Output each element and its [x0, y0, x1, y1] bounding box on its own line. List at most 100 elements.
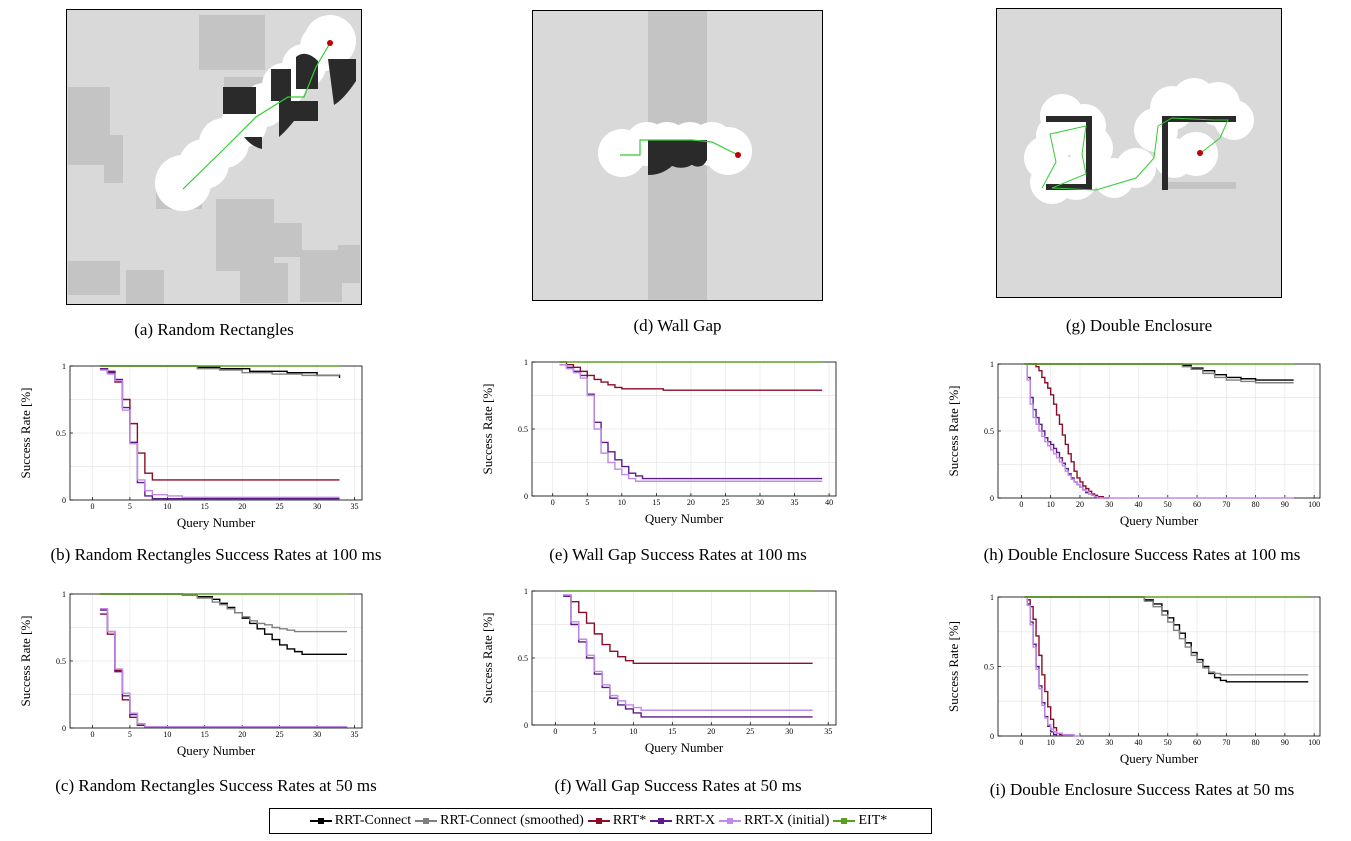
- legend-label: RRT-X: [675, 813, 716, 828]
- x-tick-label: 25: [276, 502, 284, 511]
- x-tick-label: 70: [1222, 500, 1230, 509]
- x-tick-label: 100: [1308, 500, 1320, 509]
- series-line-rrt-x: [563, 595, 813, 718]
- caption-b: (b) Random Rectangles Success Rates at 1…: [50, 545, 382, 564]
- x-tick-label: 25: [746, 727, 754, 736]
- x-tick-label: 5: [592, 727, 596, 736]
- y-tick-label: 1: [524, 358, 528, 367]
- series-line-rrt-x-initial: [1024, 363, 1294, 499]
- x-tick-label: 0: [90, 730, 94, 739]
- y-tick-label: 0: [990, 732, 994, 741]
- legend-item: RRT-Connect (smoothed): [415, 813, 584, 829]
- x-tick-label: 0: [90, 502, 94, 511]
- legend-item: EIT*: [833, 813, 887, 829]
- legend-swatch: [650, 818, 673, 824]
- chart-i: 0 10 20 30 40 50 60 70 80 90 100 0 0.5 1 Query Number S…: [938, 593, 1328, 768]
- x-tick-label: 15: [201, 730, 209, 739]
- x-tick-label: 50: [1164, 738, 1172, 747]
- x-tick-label: 25: [276, 730, 284, 739]
- caption-i: (i) Double Enclosure Success Rates at 50…: [989, 780, 1295, 799]
- legend-swatch: [415, 818, 438, 824]
- x-tick-label: 10: [1047, 500, 1055, 509]
- y-axis-label: Success Rate [%]: [18, 388, 33, 479]
- legend: RRT-Connect RRT-Connect (smoothed) RRT* …: [269, 808, 932, 834]
- legend-label: RRT-Connect: [334, 813, 412, 828]
- legend-label: EIT*: [858, 813, 888, 828]
- series-line-rrt-connect: [1024, 596, 1309, 683]
- y-tick-label: 1: [62, 362, 66, 371]
- x-tick-label: 15: [652, 498, 660, 507]
- series-line-rrt-x-initial: [559, 363, 823, 482]
- x-tick-label: 30: [785, 727, 793, 736]
- y-axis-label: Success Rate [%]: [480, 613, 495, 704]
- x-tick-label: 10: [618, 498, 626, 507]
- series-line-rrt-connect: [1024, 363, 1294, 381]
- x-tick-label: 20: [238, 730, 246, 739]
- caption-e: (e) Wall Gap Success Rates at 100 ms: [549, 545, 807, 564]
- y-tick-label: 1: [524, 587, 528, 596]
- caption-a: (a) Random Rectangles: [134, 320, 294, 339]
- series-line-rrt-connect-smoothed: [99, 365, 340, 377]
- legend-swatch: [309, 818, 332, 824]
- x-axis-label: Query Number: [177, 515, 256, 530]
- x-tick-label: 100: [1308, 738, 1320, 747]
- env-random-rectangles: [66, 9, 362, 305]
- y-axis-label: Success Rate [%]: [946, 386, 961, 477]
- x-tick-label: 80: [1252, 500, 1260, 509]
- legend-item: RRT-X: [650, 813, 715, 829]
- x-axis-label: Query Number: [645, 740, 724, 755]
- x-tick-label: 10: [1047, 738, 1055, 747]
- legend-item: RRT-X (initial): [719, 813, 829, 829]
- x-tick-label: 50: [1164, 500, 1172, 509]
- x-tick-label: 30: [313, 502, 321, 511]
- x-tick-label: 20: [1076, 500, 1084, 509]
- caption-h: (h) Double Enclosure Success Rates at 10…: [983, 545, 1301, 564]
- x-tick-label: 15: [668, 727, 676, 736]
- x-tick-label: 40: [825, 498, 833, 507]
- series-line-rrt-connect-smoothed: [1024, 596, 1309, 676]
- y-tick-label: 0: [990, 494, 994, 503]
- y-tick-label: 0.5: [518, 425, 528, 434]
- caption-f: (f) Wall Gap Success Rates at 50 ms: [554, 776, 802, 795]
- x-tick-label: 60: [1193, 738, 1201, 747]
- x-tick-label: 0: [1019, 500, 1023, 509]
- x-tick-label: 20: [1076, 738, 1084, 747]
- series-line-rrt-x: [99, 367, 340, 500]
- x-tick-label: 0: [553, 727, 557, 736]
- x-tick-label: 40: [1135, 738, 1143, 747]
- caption-g: (g) Double Enclosure: [1065, 316, 1213, 335]
- y-tick-label: 1: [990, 360, 994, 369]
- series-line-rrt: [559, 361, 823, 391]
- series-line-rrt-x-initial: [99, 608, 348, 728]
- legend-item: RRT-Connect: [309, 813, 412, 829]
- legend-label: RRT-X (initial): [744, 813, 830, 828]
- x-axis-label: Query Number: [1120, 751, 1199, 766]
- x-tick-label: 90: [1281, 738, 1289, 747]
- x-tick-label: 35: [351, 502, 359, 511]
- x-tick-label: 20: [687, 498, 695, 507]
- series-line-rrt-connect: [99, 593, 348, 655]
- x-tick-label: 10: [163, 502, 171, 511]
- env-double-enclosure: [996, 8, 1282, 298]
- y-tick-label: 0.5: [56, 657, 66, 666]
- series-line-rrt-connect-smoothed: [1024, 363, 1294, 384]
- x-tick-label: 80: [1252, 738, 1260, 747]
- x-tick-label: 40: [1135, 500, 1143, 509]
- chart-e: 0 5 10 15 20 25 30 35 40 0 0.5 1 Query Number Success…: [472, 358, 844, 528]
- y-tick-label: 0.5: [518, 654, 528, 663]
- x-tick-label: 0: [1019, 738, 1023, 747]
- x-tick-label: 15: [201, 502, 209, 511]
- caption-d: (d) Wall Gap: [633, 316, 722, 335]
- legend-item: RRT*: [587, 813, 646, 829]
- y-tick-label: 0.5: [984, 663, 994, 672]
- y-axis-label: Success Rate [%]: [18, 616, 33, 707]
- series-line-rrt-x: [1024, 363, 1101, 499]
- y-axis-label: Success Rate [%]: [946, 621, 961, 712]
- chart-h: 0 10 20 30 40 50 60 70 80 90 100 0 0.5 1 Query Number S…: [938, 360, 1328, 530]
- x-tick-label: 5: [128, 730, 132, 739]
- chart-svg: 0 5 10 15 20 25 30 35 0 0.5 1 Query Number Success R…: [18, 590, 363, 758]
- x-tick-label: 35: [824, 727, 832, 736]
- x-tick-label: 35: [351, 730, 359, 739]
- y-tick-label: 0.5: [984, 427, 994, 436]
- x-tick-label: 0: [551, 498, 555, 507]
